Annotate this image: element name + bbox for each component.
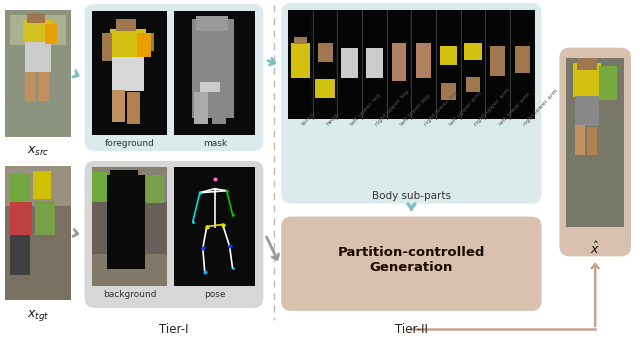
- Bar: [33, 171, 51, 199]
- Bar: [316, 79, 335, 98]
- Bar: [288, 10, 534, 119]
- Bar: [23, 20, 52, 42]
- Bar: [288, 10, 311, 119]
- Bar: [102, 33, 113, 61]
- Bar: [116, 19, 136, 31]
- Bar: [25, 42, 51, 72]
- Bar: [466, 77, 481, 92]
- Bar: [108, 175, 145, 269]
- Bar: [412, 10, 435, 119]
- Text: left lower arm: left lower arm: [498, 91, 531, 126]
- Bar: [387, 10, 410, 119]
- FancyBboxPatch shape: [84, 4, 264, 151]
- FancyBboxPatch shape: [281, 3, 541, 204]
- Bar: [318, 43, 333, 62]
- Bar: [575, 125, 585, 155]
- Bar: [174, 11, 255, 135]
- Bar: [27, 13, 45, 23]
- Bar: [490, 46, 505, 76]
- Bar: [93, 167, 167, 286]
- Bar: [174, 167, 255, 286]
- Bar: [25, 72, 36, 101]
- Bar: [313, 10, 336, 119]
- Bar: [10, 174, 30, 202]
- Bar: [93, 254, 167, 286]
- Bar: [35, 201, 55, 236]
- Bar: [392, 43, 406, 81]
- Bar: [573, 63, 601, 97]
- Bar: [515, 46, 530, 73]
- FancyBboxPatch shape: [84, 161, 264, 308]
- Bar: [38, 72, 49, 101]
- Text: right upper leg: right upper leg: [374, 89, 410, 126]
- Bar: [93, 172, 108, 202]
- Bar: [417, 43, 431, 78]
- Bar: [10, 15, 66, 45]
- Bar: [575, 96, 599, 126]
- Bar: [110, 29, 146, 57]
- Text: Tier-I: Tier-I: [159, 323, 189, 336]
- Bar: [137, 33, 151, 57]
- Text: left lower leg: left lower leg: [399, 93, 431, 126]
- Bar: [127, 93, 140, 124]
- Bar: [45, 24, 57, 44]
- Bar: [337, 10, 360, 119]
- Bar: [113, 91, 125, 122]
- Bar: [510, 10, 533, 119]
- Bar: [10, 236, 30, 275]
- Text: Partition-controlled
Generation: Partition-controlled Generation: [338, 246, 485, 274]
- Bar: [192, 19, 234, 118]
- Bar: [291, 43, 310, 78]
- Bar: [5, 10, 70, 137]
- Bar: [113, 57, 144, 92]
- Bar: [146, 175, 164, 203]
- Bar: [485, 10, 508, 119]
- Text: left upper leg: left upper leg: [350, 92, 382, 126]
- Bar: [341, 48, 358, 78]
- FancyBboxPatch shape: [559, 48, 631, 256]
- Text: pose: pose: [204, 290, 225, 299]
- Bar: [577, 58, 597, 69]
- Text: left upper arm: left upper arm: [449, 90, 483, 126]
- Text: mask: mask: [203, 139, 227, 148]
- Bar: [212, 94, 226, 124]
- Text: foreground: foreground: [105, 139, 155, 148]
- Text: $\hat{x}$: $\hat{x}$: [590, 241, 600, 258]
- Bar: [194, 93, 208, 124]
- Text: torso: torso: [301, 112, 315, 126]
- Bar: [362, 10, 385, 119]
- Bar: [294, 37, 307, 44]
- Text: $x_{src}$: $x_{src}$: [27, 145, 49, 158]
- Text: head: head: [325, 112, 340, 126]
- Bar: [436, 10, 459, 119]
- Text: right lower leg: right lower leg: [424, 90, 459, 126]
- Text: $x_{tgt}$: $x_{tgt}$: [27, 308, 49, 323]
- Bar: [93, 11, 167, 135]
- FancyBboxPatch shape: [281, 217, 541, 311]
- Bar: [5, 166, 70, 206]
- Bar: [200, 82, 220, 93]
- Text: Tier-II: Tier-II: [395, 323, 428, 336]
- Bar: [196, 16, 228, 31]
- Bar: [5, 166, 70, 300]
- Text: right upper arm: right upper arm: [473, 87, 511, 126]
- Bar: [366, 48, 383, 78]
- Bar: [10, 202, 32, 236]
- Bar: [440, 46, 457, 65]
- Bar: [588, 127, 597, 155]
- Text: Body sub-parts: Body sub-parts: [372, 191, 451, 201]
- Bar: [93, 167, 167, 202]
- Text: right lower arm: right lower arm: [522, 87, 559, 126]
- Bar: [465, 43, 482, 60]
- Text: background: background: [103, 290, 157, 299]
- Bar: [461, 10, 484, 119]
- Bar: [566, 58, 624, 226]
- Bar: [441, 83, 456, 100]
- Bar: [146, 33, 154, 51]
- Bar: [110, 170, 138, 182]
- Bar: [599, 65, 617, 100]
